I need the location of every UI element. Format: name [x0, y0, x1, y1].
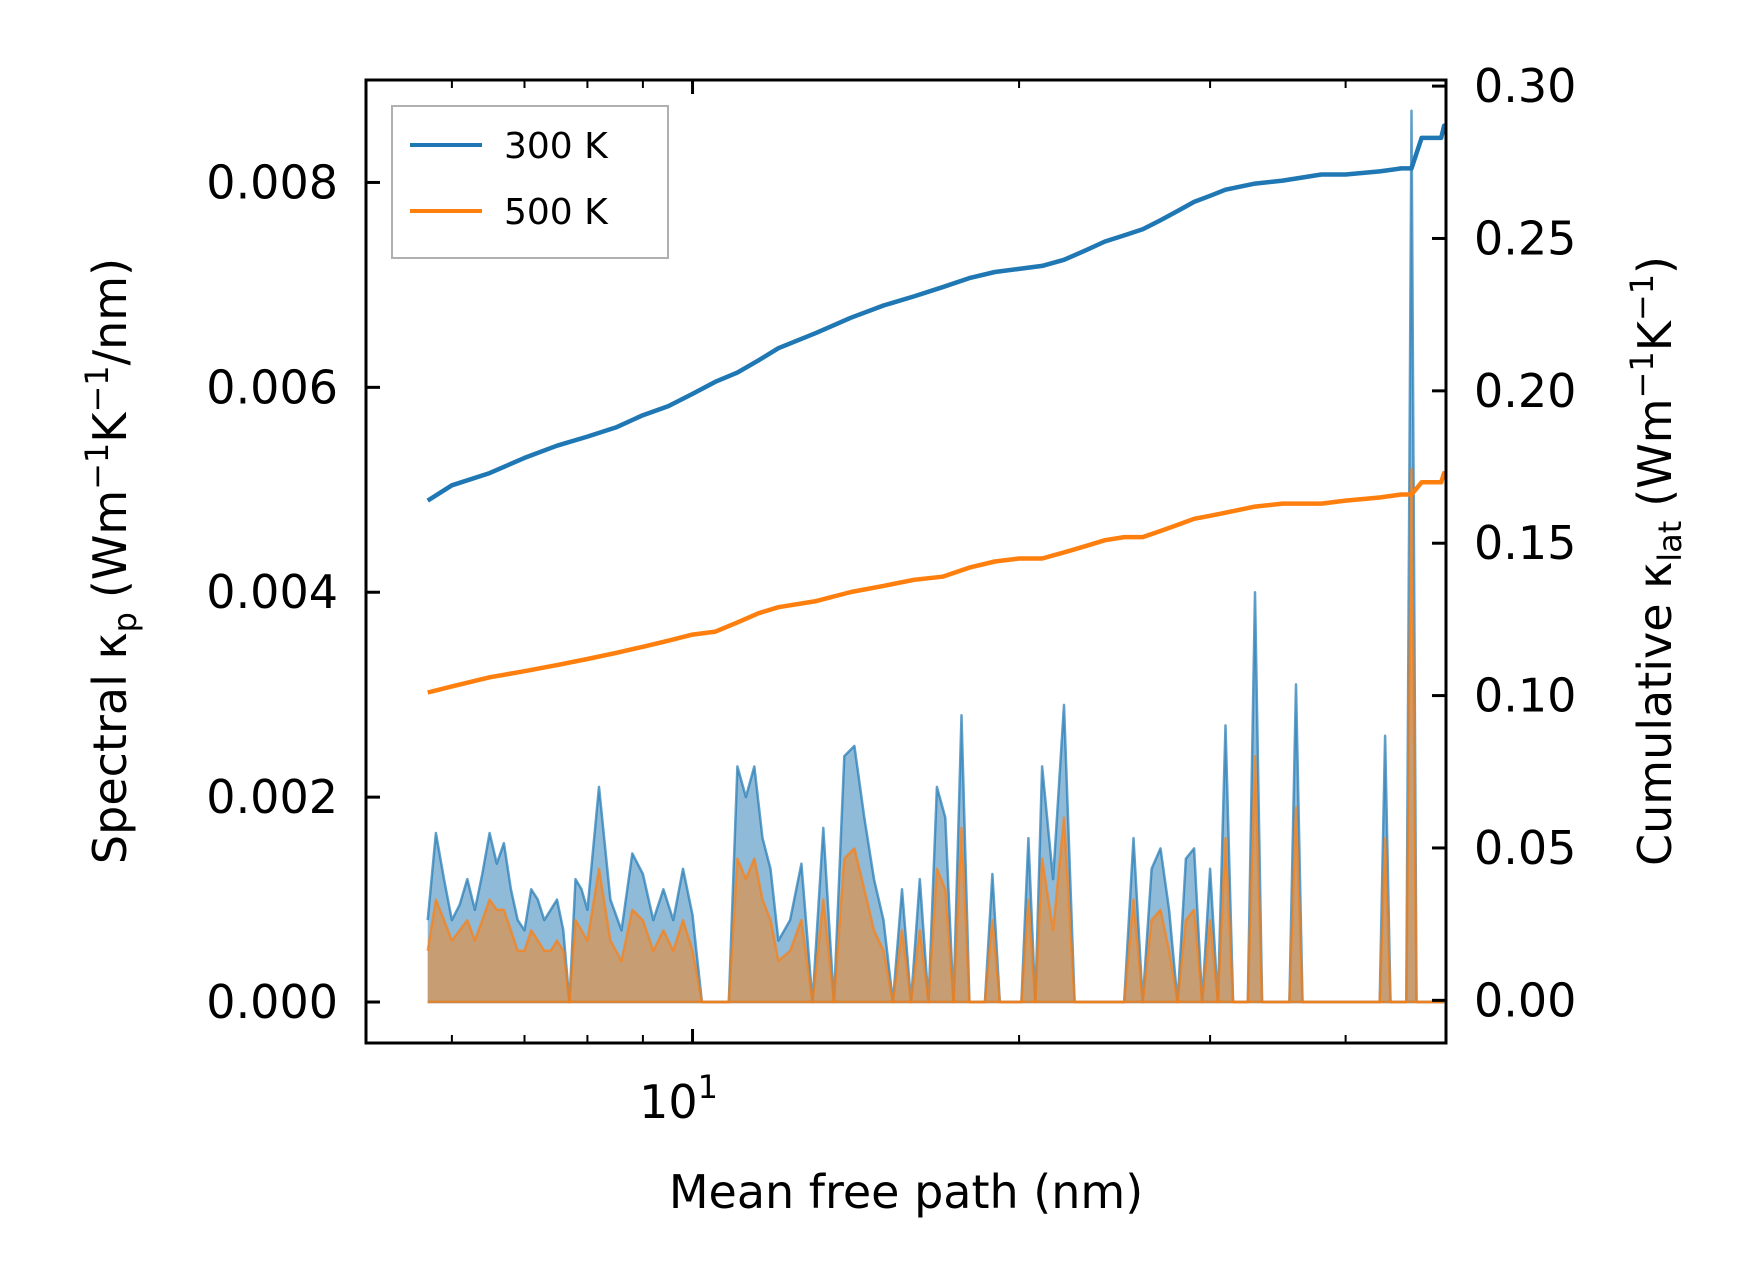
legend-label-300k: 300 K	[504, 126, 609, 167]
right-y-axis-title: Cumulative κlat(Wm−1K−1)	[1623, 256, 1689, 866]
left-y-title-k: K	[83, 411, 137, 443]
x-tick-label-base: 10	[639, 1075, 698, 1129]
left-y-tick-label: 0.004	[206, 565, 338, 619]
right-y-tick-label: 0.15	[1474, 516, 1576, 570]
plot-frame	[364, 78, 1448, 1045]
cumulative-line-300k	[426, 123, 1447, 503]
cumulative-layer	[426, 123, 1447, 695]
left-y-title-unit: (Wm	[83, 490, 137, 598]
spectral-layer	[426, 109, 1445, 1004]
right-y-tick-label: 0.05	[1474, 821, 1576, 875]
left-y-axis-title: Spectral κp(Wm−1K−1/nm)	[78, 258, 144, 864]
right-y-tick-label: 0.10	[1474, 669, 1576, 723]
legend: 300 K 500 K	[391, 105, 669, 259]
x-tick-label: 101	[639, 1068, 718, 1129]
x-axis-title: Mean free path (nm)	[669, 1165, 1143, 1219]
right-y-tick-label: 0.25	[1474, 211, 1576, 265]
right-y-title-tail: )	[1628, 256, 1682, 274]
left-y-title-exp2: −1	[78, 365, 116, 412]
right-y-tick-label: 0.30	[1474, 59, 1576, 113]
left-y-tick-label: 0.008	[206, 155, 338, 209]
left-y-tick-label: 0.000	[206, 975, 338, 1029]
left-y-tick-label: 0.002	[206, 770, 338, 824]
legend-label-500k: 500 K	[504, 192, 609, 233]
left-y-title-tail: /nm)	[83, 258, 137, 365]
ticks-layer: 0.000 0.002 0.004 0.006 0.008 0.00 0.05 0.10 0.1…	[206, 59, 1576, 1129]
left-y-title-exp1: −1	[78, 443, 116, 490]
right-y-title-sub: lat	[1651, 521, 1689, 562]
right-y-title-k: K	[1628, 319, 1682, 351]
x-tick-label-exp: 1	[698, 1068, 718, 1106]
right-y-title-exp1: −1	[1623, 351, 1661, 398]
right-y-tick-label: 0.00	[1474, 973, 1576, 1027]
right-y-title-main: Cumulative κ	[1628, 562, 1682, 866]
cumulative-line-500k	[427, 470, 1447, 695]
right-y-title-exp2: −1	[1623, 274, 1661, 321]
left-y-tick-label: 0.006	[206, 360, 338, 414]
legend-box	[391, 105, 669, 259]
right-y-tick-label: 0.20	[1474, 364, 1576, 418]
left-y-title-main: Spectral κ	[83, 632, 137, 864]
right-y-title-unit: (Wm	[1628, 398, 1682, 506]
left-y-title-sub: p	[106, 612, 144, 632]
